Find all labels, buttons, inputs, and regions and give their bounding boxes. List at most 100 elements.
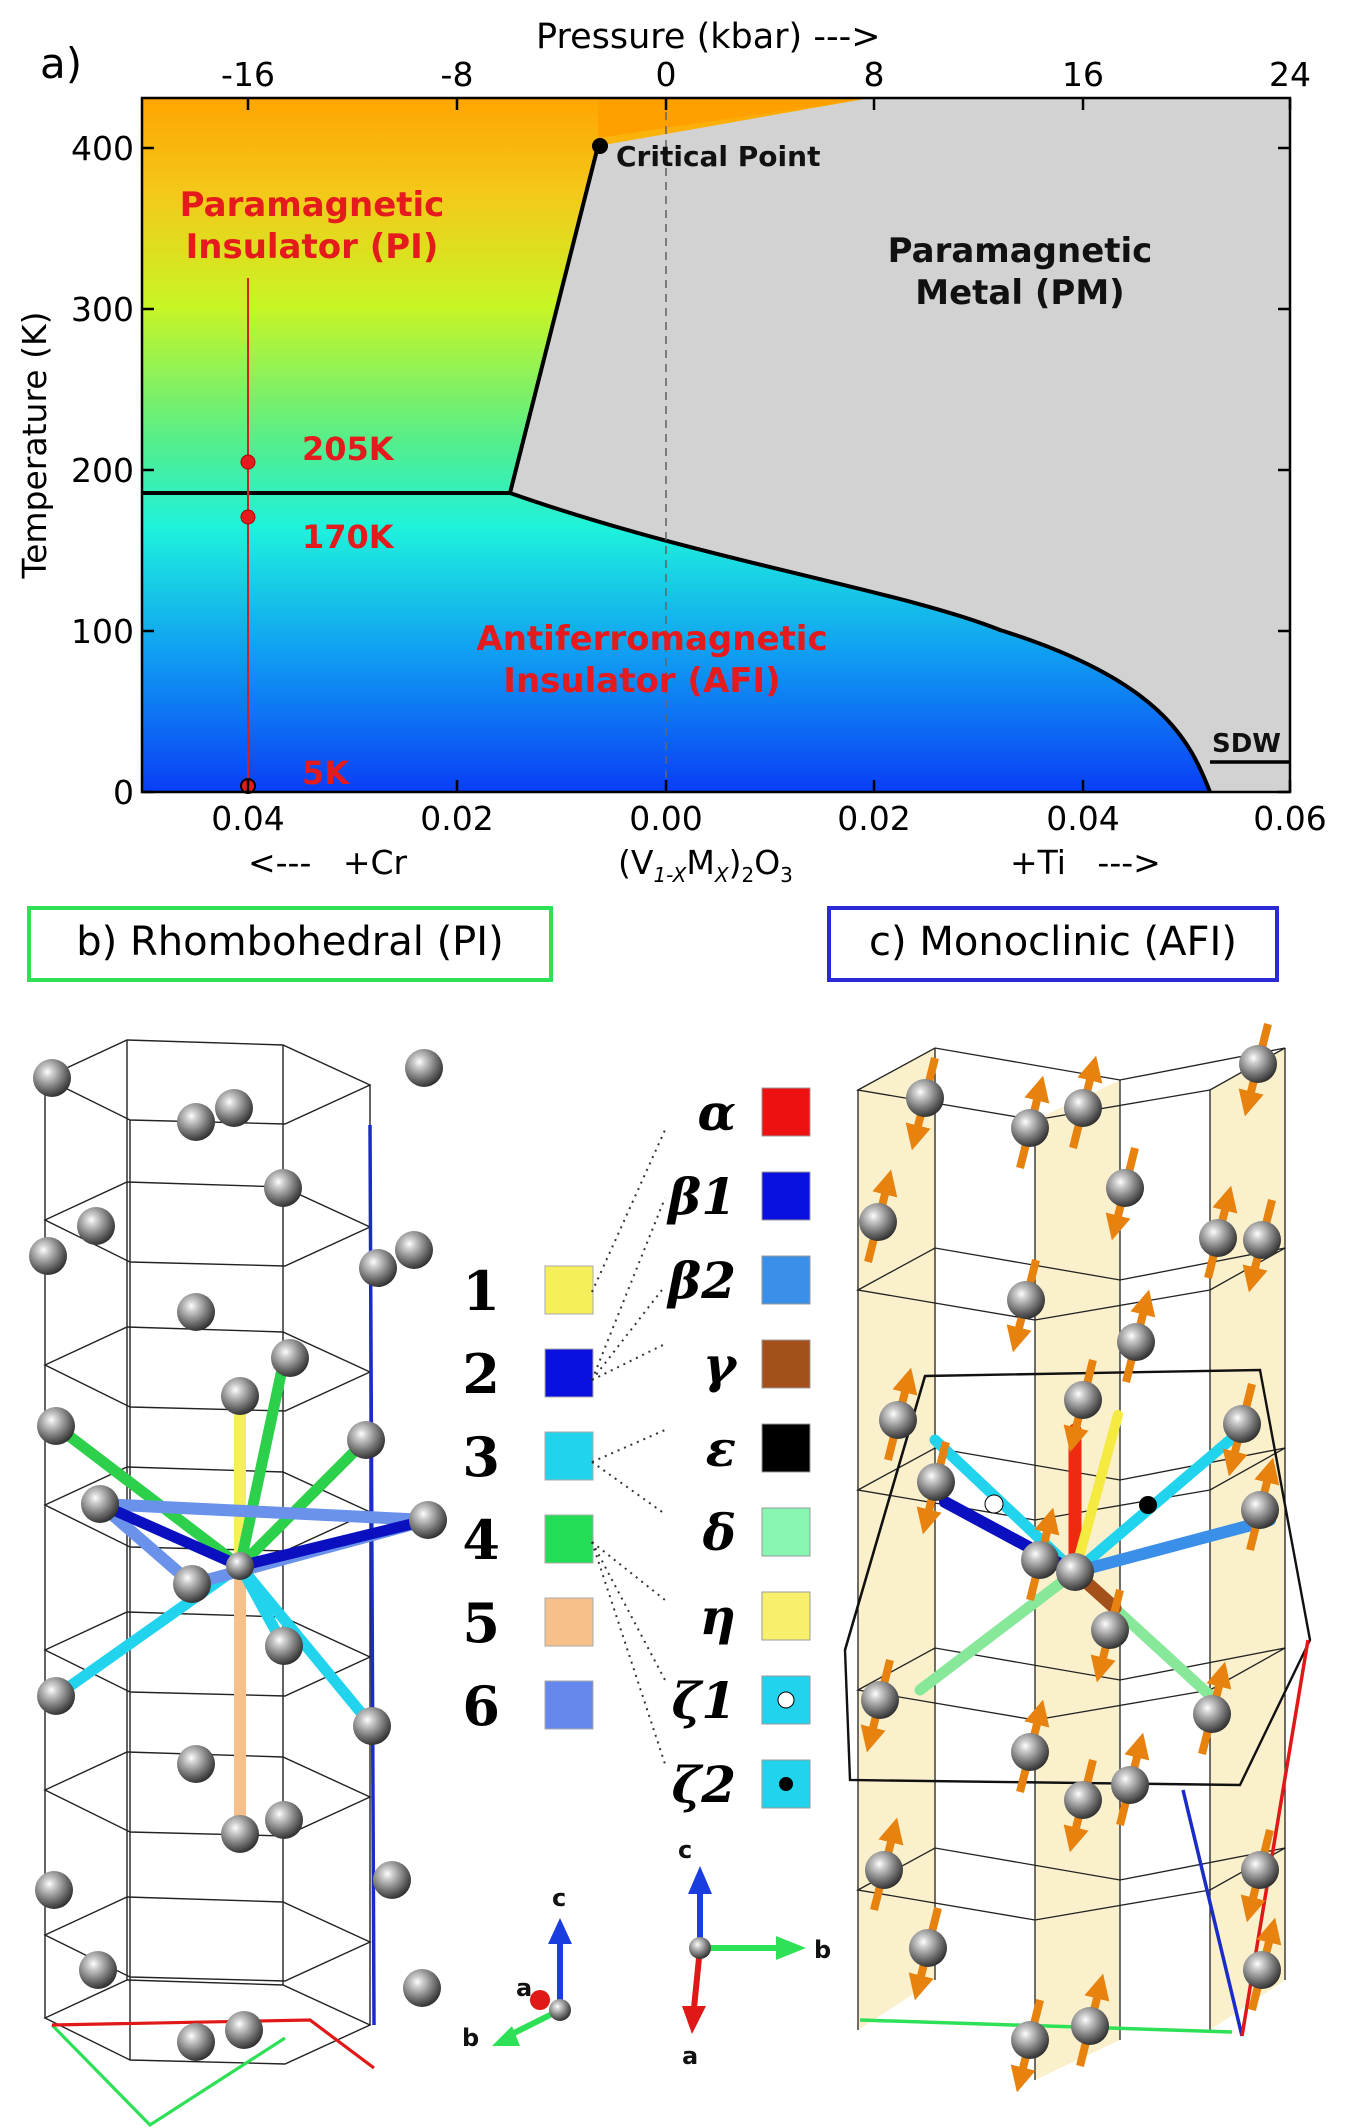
vanadium-atom — [1199, 1219, 1237, 1257]
top-tick: 8 — [864, 55, 885, 94]
monoclinic-structure: c b a — [678, 1023, 1312, 2093]
x-tick: 0.00 — [629, 799, 702, 838]
legend-swatch — [761, 1591, 811, 1641]
top-tick: 24 — [1269, 55, 1311, 94]
legend-symbol: β2 — [666, 1251, 736, 1310]
vanadium-atom — [1011, 1733, 1049, 1771]
vanadium-atom — [1064, 1381, 1102, 1419]
legend-swatch — [544, 1265, 594, 1315]
legend-number: 5 — [462, 1591, 500, 1655]
x-ticks — [246, 98, 1292, 792]
legend-number: 4 — [462, 1508, 500, 1572]
legend-number: 2 — [462, 1342, 500, 1406]
legend-swatch — [544, 1597, 594, 1647]
vanadium-atom — [861, 1681, 899, 1719]
top-tick: 0 — [656, 55, 677, 94]
zeta1-marker — [984, 1494, 1004, 1514]
vanadium-atom — [1064, 1089, 1102, 1127]
legend-number: 1 — [462, 1259, 500, 1323]
y-tick: 400 — [71, 129, 134, 168]
legend-symbol: α — [698, 1083, 736, 1142]
legend-symbol: ζ2 — [672, 1755, 736, 1814]
bottom-left-label: <--- +Cr — [248, 843, 408, 882]
vanadium-atom — [1193, 1695, 1231, 1733]
legend-symbol: β1 — [666, 1167, 736, 1226]
legend-swatch — [544, 1431, 594, 1481]
legend-symbol: δ — [702, 1503, 736, 1562]
pi-label-line2: Insulator (PI) — [186, 227, 439, 267]
triad-b-a: a — [516, 1974, 532, 2002]
x-tick-labels: 0.04 0.02 0.00 0.02 0.04 0.06 — [211, 799, 1326, 838]
vanadium-atom — [859, 1203, 897, 1241]
legend-swatch — [761, 1339, 811, 1389]
vanadium-atom — [1064, 1781, 1102, 1819]
vanadium-atom — [1241, 1851, 1279, 1889]
top-tick: 16 — [1062, 55, 1104, 94]
mono-c-edge — [1181, 1789, 1244, 2037]
y-tick: 100 — [71, 612, 134, 651]
temp-205k-label: 205K — [302, 430, 395, 468]
bottom-right-label: +Ti ---> — [1010, 843, 1161, 882]
triad-b-b: b — [462, 2024, 479, 2052]
vanadium-atom — [1106, 1169, 1144, 1207]
pm-label-line1: Paramagnetic — [888, 231, 1153, 271]
legend-symbol: η — [700, 1587, 736, 1646]
y-tick-labels: 0 100 200 300 400 — [71, 129, 134, 812]
top-tick: -8 — [441, 55, 474, 94]
legend-swatch — [761, 1507, 811, 1557]
vanadium-atom — [865, 1851, 903, 1889]
vanadium-atom — [917, 1463, 955, 1501]
legend-number: 3 — [462, 1425, 500, 1489]
temp-5k-label: 5K — [302, 754, 350, 792]
vanadium-atom — [1007, 1281, 1045, 1319]
legend-number: 6 — [462, 1674, 500, 1738]
temp-170k-label: 170K — [302, 518, 395, 556]
plot-frame — [140, 96, 1292, 794]
axis-triad-b: c a b — [462, 1884, 572, 2052]
triad-c-b: b — [814, 1936, 831, 1964]
legend-swatch — [761, 1255, 811, 1305]
vanadium-atom — [1011, 2021, 1049, 2059]
vanadium-atom — [1117, 1323, 1155, 1361]
sdw-label: SDW — [1212, 729, 1281, 759]
bottom-center-label: (V1-XMX)2O3 — [618, 843, 793, 887]
point-205k — [240, 454, 256, 470]
vanadium-atom — [909, 1929, 947, 1967]
panel-a-label: a) — [40, 39, 82, 88]
legend-swatch — [544, 1680, 594, 1730]
afi-label-line1: Antiferromagnetic — [476, 619, 827, 659]
legend-symbol: ε — [706, 1419, 736, 1478]
vanadium-atom — [1241, 1491, 1279, 1529]
vanadium-atom — [1011, 1109, 1049, 1147]
top-tick: -16 — [221, 55, 275, 94]
pi-label-line1: Paramagnetic — [180, 185, 445, 225]
top-tick-labels: -16 -8 0 8 16 24 — [221, 55, 1311, 94]
legend-connectors — [591, 1129, 666, 1765]
legend-swatch — [761, 1171, 811, 1221]
phase-diagram: a) Pressure (kbar) ---> -16 -8 0 8 16 24… — [15, 17, 1327, 887]
panel-b-title: b) Rhombohedral (PI) — [27, 906, 553, 982]
panel-c-title: c) Monoclinic (AFI) — [827, 906, 1279, 982]
a-axis-edge — [50, 2023, 286, 2128]
top-axis-title: Pressure (kbar) ---> — [536, 17, 881, 57]
vanadium-atom — [1239, 1045, 1277, 1083]
vanadium-atom — [1056, 1553, 1094, 1591]
rhombohedral-structure: c a b — [29, 1039, 572, 2128]
x-tick: 0.04 — [1046, 799, 1119, 838]
afi-label-line2: Insulator (AFI) — [503, 661, 780, 701]
pm-label-line2: Metal (PM) — [915, 273, 1124, 313]
pi-pm-boundary — [508, 145, 600, 494]
legend-swatch — [761, 1087, 811, 1137]
y-tick: 300 — [71, 290, 134, 329]
legend-swatch — [544, 1514, 594, 1564]
triad-c-a: a — [682, 2042, 698, 2070]
legend-left: 1 2 3 4 5 6 — [462, 1259, 594, 1738]
legend-symbol: ζ1 — [672, 1671, 736, 1730]
pm-region — [510, 98, 1290, 792]
x-tick: 0.06 — [1253, 799, 1326, 838]
vanadium-atom — [1091, 1611, 1129, 1649]
x-tick: 0.02 — [837, 799, 910, 838]
triad-c-c: c — [678, 1836, 692, 1864]
y-tick: 200 — [71, 451, 134, 490]
